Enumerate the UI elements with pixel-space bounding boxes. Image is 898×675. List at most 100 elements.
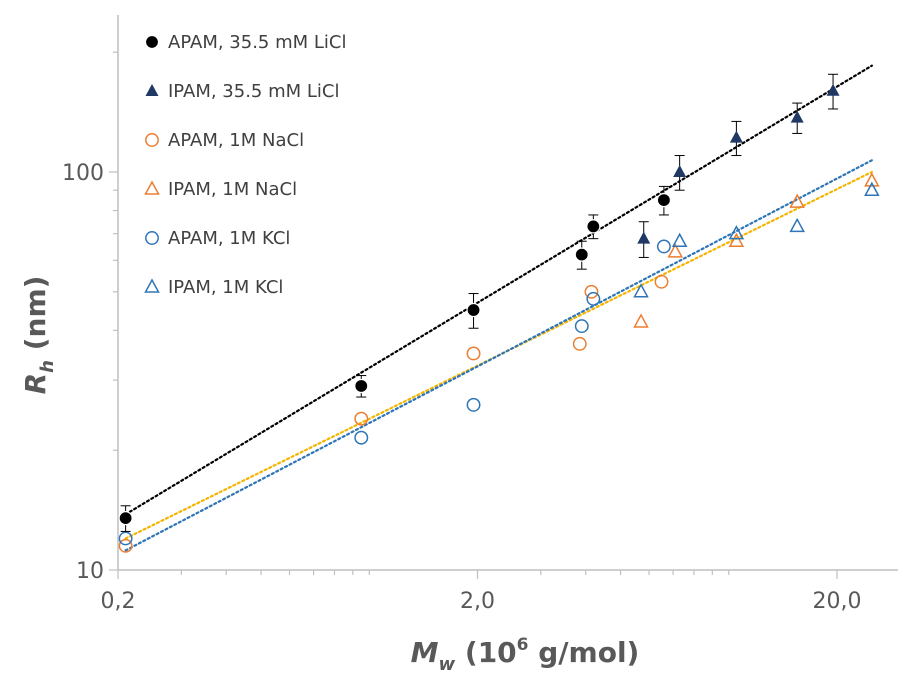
- legend-marker: [144, 180, 160, 195]
- marker-shape: [729, 130, 743, 143]
- data-point: [633, 313, 649, 328]
- marker-shape: [466, 302, 481, 318]
- data-point: [826, 83, 840, 96]
- data-point: [673, 165, 687, 177]
- marker-shape: [144, 180, 160, 195]
- marker-shape: [118, 511, 133, 526]
- data-point: [789, 193, 805, 208]
- data-point: [586, 291, 601, 306]
- x-tick-label: 20,0: [813, 589, 862, 614]
- data-point: [667, 243, 684, 258]
- marker-shape: [354, 430, 369, 445]
- data-point: [671, 232, 688, 247]
- legend-label: APAM, 35.5 mM LiCl: [168, 32, 347, 53]
- legend-label: APAM, 1M KCl: [168, 228, 290, 249]
- legend-marker: [145, 84, 159, 96]
- y-axis-title: Rh (nm): [19, 276, 58, 395]
- marker-shape: [728, 232, 745, 247]
- data-point: [633, 283, 649, 298]
- data-point: [118, 511, 133, 526]
- data-point: [656, 192, 672, 208]
- marker-shape: [586, 291, 601, 306]
- data-point: [864, 181, 880, 196]
- axis-ticks: 10 100 0,2 2,0 20,0: [62, 51, 862, 614]
- marker-shape: [671, 232, 688, 247]
- legend-item: APAM, 1M KCl: [145, 228, 290, 249]
- data-point: [572, 336, 587, 351]
- trendlines: [124, 64, 873, 552]
- marker-shape: [574, 319, 589, 334]
- y-tick-label: 10: [76, 559, 104, 584]
- data-points: [118, 73, 880, 553]
- marker-shape: [633, 313, 649, 328]
- marker-shape: [572, 336, 587, 351]
- marker-shape: [118, 531, 133, 546]
- data-point: [466, 397, 481, 412]
- data-point: [574, 319, 589, 334]
- marker-shape: [354, 378, 369, 394]
- data-point: [354, 430, 369, 445]
- marker-shape: [586, 219, 601, 234]
- data-point: [118, 531, 133, 546]
- data-point: [354, 411, 369, 426]
- marker-shape: [789, 217, 805, 233]
- marker-shape: [145, 133, 159, 147]
- marker-shape: [145, 84, 159, 96]
- data-point: [637, 231, 651, 244]
- marker-shape: [656, 239, 671, 254]
- marker-shape: [144, 278, 160, 293]
- marker-shape: [118, 538, 133, 553]
- marker-shape: [584, 284, 599, 299]
- marker-shape: [790, 110, 804, 123]
- y-tick-label: 100: [62, 161, 104, 186]
- marker-shape: [354, 411, 369, 426]
- marker-shape: [574, 247, 589, 262]
- legend-marker: [144, 278, 160, 293]
- data-point: [118, 538, 133, 553]
- legend-label: IPAM, 1M KCl: [168, 277, 283, 298]
- legend: APAM, 35.5 mM LiCl IPAM, 35.5 mM LiCl APAM…: [144, 32, 347, 298]
- legend-marker: [145, 133, 159, 147]
- data-point: [354, 378, 369, 394]
- data-point: [728, 225, 745, 240]
- data-point: [729, 130, 743, 143]
- marker-shape: [637, 231, 651, 244]
- marker-shape: [466, 397, 481, 412]
- marker-shape: [633, 283, 649, 298]
- trendline: [124, 159, 873, 552]
- legend-item: IPAM, 1M KCl: [144, 277, 283, 298]
- marker-shape: [673, 165, 687, 177]
- marker-shape: [864, 181, 880, 196]
- marker-shape: [466, 346, 481, 361]
- legend-label: IPAM, 1M NaCl: [168, 179, 297, 200]
- legend-item: APAM, 35.5 mM LiCl: [144, 32, 347, 53]
- legend-marker: [144, 34, 160, 50]
- data-point: [789, 217, 805, 233]
- trendline: [124, 64, 873, 516]
- data-point: [654, 274, 669, 289]
- data-point: [584, 284, 599, 299]
- data-point: [466, 302, 481, 318]
- legend-item: APAM, 1M NaCl: [145, 130, 304, 151]
- data-point: [574, 247, 589, 262]
- data-point: [586, 219, 601, 234]
- marker-shape: [728, 225, 745, 240]
- marker-shape: [144, 34, 160, 50]
- legend-item: IPAM, 1M NaCl: [144, 179, 297, 200]
- legend-item: IPAM, 35.5 mM LiCl: [145, 81, 339, 102]
- x-axis-title: Mw (106 g/mol): [411, 635, 640, 675]
- data-point: [728, 232, 745, 247]
- marker-shape: [864, 172, 880, 187]
- marker-shape: [654, 274, 669, 289]
- data-point: [790, 110, 804, 123]
- data-point: [466, 346, 481, 361]
- x-tick-label: 0,2: [101, 589, 136, 614]
- legend-marker: [145, 231, 159, 245]
- marker-shape: [667, 243, 684, 258]
- marker-shape: [145, 231, 159, 245]
- legend-label: APAM, 1M NaCl: [168, 130, 304, 151]
- legend-label: IPAM, 35.5 mM LiCl: [168, 81, 339, 102]
- plot-frame: [117, 15, 898, 571]
- data-point: [864, 172, 880, 187]
